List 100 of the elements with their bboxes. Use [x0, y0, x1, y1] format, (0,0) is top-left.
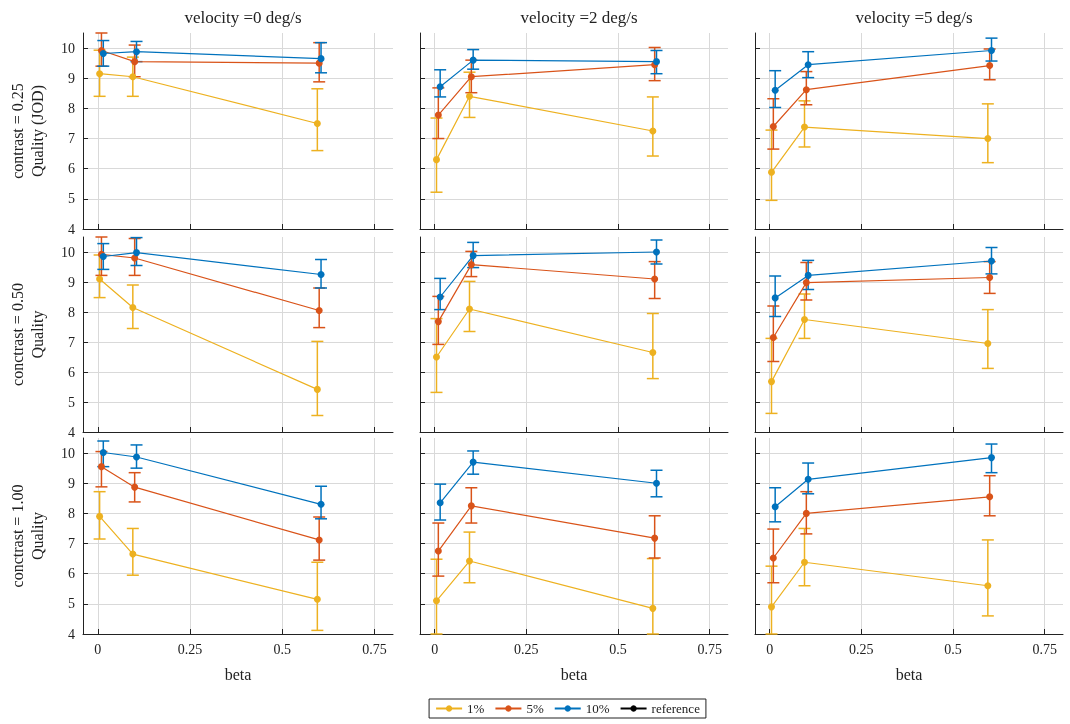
x-tick-label: 0.5: [273, 641, 292, 657]
y-tick-label: 10: [61, 40, 75, 56]
point: [768, 378, 775, 386]
point: [986, 493, 994, 501]
point: [133, 453, 141, 461]
point: [649, 604, 657, 612]
y-tick-label: 4: [68, 626, 75, 642]
point: [804, 61, 812, 69]
y-tick-label: 4: [68, 424, 75, 440]
point: [769, 554, 777, 562]
y-tick-label: 9: [68, 274, 75, 290]
x-tick-label: 0.75: [362, 641, 387, 657]
point: [984, 582, 992, 590]
point: [804, 475, 812, 483]
point: [96, 70, 104, 78]
point: [466, 305, 473, 313]
y-tick-label: 7: [68, 131, 75, 147]
point: [802, 279, 810, 287]
point: [768, 168, 775, 176]
point: [801, 123, 808, 131]
y-tick-label: 6: [68, 364, 75, 380]
point: [986, 274, 994, 281]
point: [317, 55, 325, 63]
y-tick-label: 9: [68, 70, 75, 86]
x-tick-label: 0.75: [697, 641, 722, 657]
point: [436, 499, 444, 507]
point: [771, 503, 779, 511]
point: [433, 597, 440, 605]
legend-label: 1%: [467, 701, 485, 716]
point: [131, 254, 139, 262]
point: [651, 275, 659, 283]
point: [467, 502, 475, 510]
x-tick-label: 0.75: [1032, 641, 1057, 657]
point: [129, 73, 137, 81]
point: [801, 316, 808, 323]
point: [769, 334, 777, 341]
y-tick-label: 10: [61, 244, 75, 260]
chart-title: velocity =5 deg/s: [855, 8, 973, 27]
point: [317, 271, 325, 278]
y-tick-label: 6: [68, 161, 75, 177]
y-tick-label: 4: [68, 221, 75, 237]
x-tick-label: 0.25: [849, 641, 874, 657]
point: [133, 48, 141, 56]
y-tick-label: 8: [68, 505, 75, 521]
x-tick-label: 0.5: [944, 641, 962, 657]
point: [433, 156, 440, 164]
point: [802, 509, 810, 517]
point: [433, 353, 440, 361]
y-tick-label: 9: [68, 475, 75, 491]
point: [97, 463, 105, 471]
point: [315, 307, 323, 314]
y-tick-label: 6: [68, 566, 75, 582]
point: [466, 557, 473, 565]
point: [802, 86, 810, 94]
chart-title: velocity =0 deg/s: [184, 8, 302, 27]
point: [984, 135, 992, 143]
y-axis-title: contrast = 0.25 Quality (JOD): [8, 83, 47, 179]
point: [653, 248, 660, 256]
point: [313, 595, 321, 603]
point: [988, 454, 995, 462]
y-tick-label: 7: [68, 536, 75, 552]
point: [131, 58, 139, 66]
point: [99, 448, 107, 456]
x-tick-label: 0: [94, 641, 102, 657]
legend-label: 5%: [526, 701, 544, 716]
point: [436, 83, 444, 91]
y-axis-title: conctrast = 1.00 Quality: [8, 484, 47, 588]
point: [649, 349, 657, 356]
point: [988, 46, 995, 54]
x-tick-label: 0.25: [514, 641, 539, 657]
point: [801, 558, 808, 566]
x-tick-label: 0: [766, 641, 774, 657]
point: [467, 261, 475, 269]
legend-label: reference: [651, 701, 701, 716]
y-axis-title: conctrast = 0.50 Quality: [8, 283, 47, 386]
point: [315, 536, 323, 544]
y-tick-label: 5: [68, 191, 75, 207]
point: [129, 304, 137, 311]
point: [984, 340, 992, 347]
point: [469, 252, 477, 260]
point: [313, 385, 321, 393]
point: [988, 257, 995, 265]
point: [129, 550, 137, 558]
x-tick-label: 0.5: [609, 641, 627, 657]
x-tick-label: 0: [431, 641, 439, 657]
point: [804, 271, 812, 279]
y-tick-label: 10: [61, 445, 75, 461]
x-axis-title: beta: [560, 665, 588, 683]
x-axis-title: beta: [224, 665, 252, 683]
point: [467, 73, 475, 81]
point: [768, 603, 775, 611]
point: [651, 534, 659, 542]
point: [96, 275, 104, 283]
point: [466, 92, 473, 100]
point: [313, 119, 321, 127]
point: [769, 122, 777, 130]
point: [434, 547, 442, 555]
y-tick-label: 8: [68, 100, 75, 116]
point: [986, 62, 994, 70]
legend-label: 10%: [585, 701, 610, 716]
